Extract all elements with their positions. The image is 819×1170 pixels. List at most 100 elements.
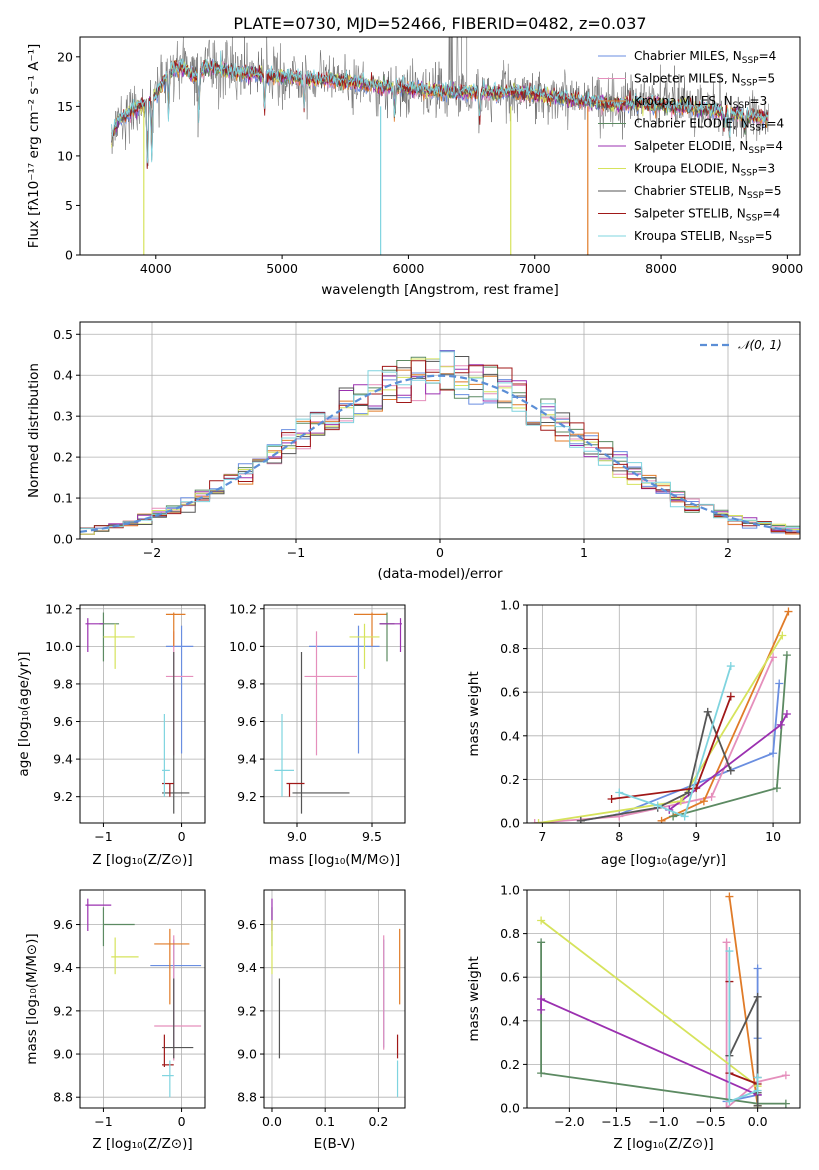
y-tick-label: 0.1 xyxy=(53,491,73,506)
mass-weight-marker xyxy=(781,1071,790,1080)
y-tick-label: 10.2 xyxy=(229,601,257,616)
y-axis-label: Normed distribution xyxy=(26,363,42,498)
mass-weight-marker xyxy=(782,710,791,718)
mass-weight-marker xyxy=(726,662,735,671)
x-tick-label: 9.0 xyxy=(287,829,307,844)
x-axis-label: age [log₁₀(age/yr)] xyxy=(601,852,726,868)
spectrum-title: PLATE=0730, MJD=52466, FIBERID=0482, z=0… xyxy=(233,14,646,33)
legend-suffix: =5 xyxy=(755,229,773,243)
y-tick-label: 0.2 xyxy=(53,450,73,465)
mass-weight-marker xyxy=(778,631,787,640)
mass-weight-marker xyxy=(537,916,546,925)
axes-frame xyxy=(263,889,406,1109)
age-vs-metallicity-panel: −1 0 9.2 9.4 9.6 9.8 10.0 10.2 Z [log₁₀(Z/Z⊙)] ag… xyxy=(16,601,206,868)
y-tick-label: 9.4 xyxy=(237,752,257,767)
axes-frame xyxy=(79,604,206,824)
y-tick-label: 0.6 xyxy=(500,970,520,985)
mass-weight-marker xyxy=(781,1099,790,1108)
y-tick-label: 0.6 xyxy=(500,685,520,700)
mass-weight-marker xyxy=(722,938,731,947)
legend-entry: Kroupa ELODIE, NSSP=3 xyxy=(634,162,775,179)
legend-subscript: SSP xyxy=(742,56,759,66)
plot-area xyxy=(85,612,194,814)
x-tick-label: −1 xyxy=(287,545,305,560)
y-tick-label: 0.4 xyxy=(500,1013,520,1028)
y-tick-label: 0.4 xyxy=(53,368,73,383)
residual-histogram-step xyxy=(80,350,800,535)
y-tick-label: 20 xyxy=(57,49,73,64)
legend-entry: Salpeter ELODIE, NSSP=4 xyxy=(634,139,783,156)
y-tick-label: 9.4 xyxy=(53,752,73,767)
y-tick-label: 15 xyxy=(57,99,73,114)
plot-area xyxy=(274,612,402,814)
spectrum-panel: 4000 5000 6000 7000 8000 9000 0 5 10 15 20 waveleng… xyxy=(26,36,803,298)
y-axis-label: age [log₁₀(age/yr)] xyxy=(16,651,32,776)
age-vs-mass-panel: 9.0 9.5 9.2 9.4 9.6 9.8 10.0 10.2 mass [log₁₀(M/… xyxy=(229,601,406,868)
x-axis-label: Z [log₁₀(Z/Z⊙)] xyxy=(92,852,192,868)
x-tick-label: 4000 xyxy=(140,261,172,276)
y-tick-label: 5 xyxy=(65,198,73,213)
x-tick-label: 0.0 xyxy=(748,1114,768,1129)
mass-weight-line xyxy=(619,665,732,818)
x-tick-label: 10 xyxy=(765,829,781,844)
x-tick-label: −1.5 xyxy=(601,1114,631,1129)
y-tick-label: 0.2 xyxy=(500,772,520,787)
x-axis-label: Z [log₁₀(Z/Z⊙)] xyxy=(92,1136,192,1152)
mass-weight-marker xyxy=(769,653,778,662)
y-tick-label: 0.8 xyxy=(500,641,520,656)
legend-entry: Salpeter STELIB, NSSP=4 xyxy=(634,207,780,224)
mass-weight-marker xyxy=(753,1073,762,1082)
mass-weight-marker xyxy=(537,995,546,1003)
y-tick-label: 0.4 xyxy=(500,728,520,743)
mass-weight-marker xyxy=(537,938,546,947)
x-tick-label: 9000 xyxy=(771,261,803,276)
residual-histogram-panel: −2 −1 0 1 2 0.0 0.1 0.2 0.3 0.4 0.5 (data-model)/er… xyxy=(26,321,801,582)
y-tick-label: 0.0 xyxy=(500,816,520,831)
x-tick-label: 0.1 xyxy=(315,1114,335,1129)
x-tick-label: 5000 xyxy=(266,261,298,276)
x-tick-label: −2 xyxy=(143,545,161,560)
y-tick-label: 9.6 xyxy=(237,714,257,729)
mass-weight-marker xyxy=(772,784,781,793)
legend-suffix: =4 xyxy=(765,139,783,153)
x-tick-label: 9.5 xyxy=(362,829,382,844)
legend-subscript: SSP xyxy=(746,214,763,224)
legend-entry: 𝒩(0, 1) xyxy=(738,338,782,352)
legend-subscript: SSP xyxy=(741,169,758,179)
x-axis-label: wavelength [Angstrom, rest frame] xyxy=(321,282,559,298)
legend-suffix: =3 xyxy=(757,162,775,176)
residual-histogram-step xyxy=(80,351,800,530)
plot-area xyxy=(85,898,202,1098)
mass-weight-marker xyxy=(753,1101,762,1108)
x-tick-label: 2 xyxy=(724,545,732,560)
legend-entry: Chabrier ELODIE, NSSP=4 xyxy=(634,117,784,134)
y-tick-label: 8.8 xyxy=(237,1090,257,1105)
legend-subscript: SSP xyxy=(747,191,764,201)
mass-weight-marker xyxy=(576,816,585,823)
legend-entry: Chabrier MILES, NSSP=4 xyxy=(634,49,776,66)
x-tick-label: 0 xyxy=(178,1114,186,1129)
mass-weight-line xyxy=(728,951,759,1103)
legend-entry: Chabrier STELIB, NSSP=5 xyxy=(634,184,782,201)
y-tick-label: 10.0 xyxy=(229,639,257,654)
mass-vs-metallicity-panel: −1 0 8.8 9.0 9.2 9.4 9.6 Z [log₁₀(Z/Z⊙)] mass [l… xyxy=(24,889,206,1152)
x-tick-label: 8000 xyxy=(645,261,677,276)
mass-weight-marker xyxy=(722,1104,731,1108)
plot-area xyxy=(530,607,793,823)
x-axis-label: E(B-V) xyxy=(314,1136,356,1152)
y-tick-label: 9.2 xyxy=(237,1003,257,1018)
normal-reference-curve xyxy=(80,374,800,533)
mass-weight-marker xyxy=(725,947,734,956)
legend-entry: Salpeter MILES, NSSP=5 xyxy=(634,72,775,89)
mass-weight-marker xyxy=(707,792,716,801)
mass-weight-marker xyxy=(669,812,678,821)
legend-suffix: =4 xyxy=(766,117,784,131)
y-tick-label: 0.0 xyxy=(500,1101,520,1116)
mass-weight-marker xyxy=(607,795,616,804)
x-tick-label: −2.0 xyxy=(554,1114,584,1129)
mass-weight-marker xyxy=(537,1005,546,1014)
legend-subscript: SSP xyxy=(748,146,765,156)
y-tick-label: 1.0 xyxy=(500,883,520,898)
mass-weight-marker xyxy=(726,766,735,775)
